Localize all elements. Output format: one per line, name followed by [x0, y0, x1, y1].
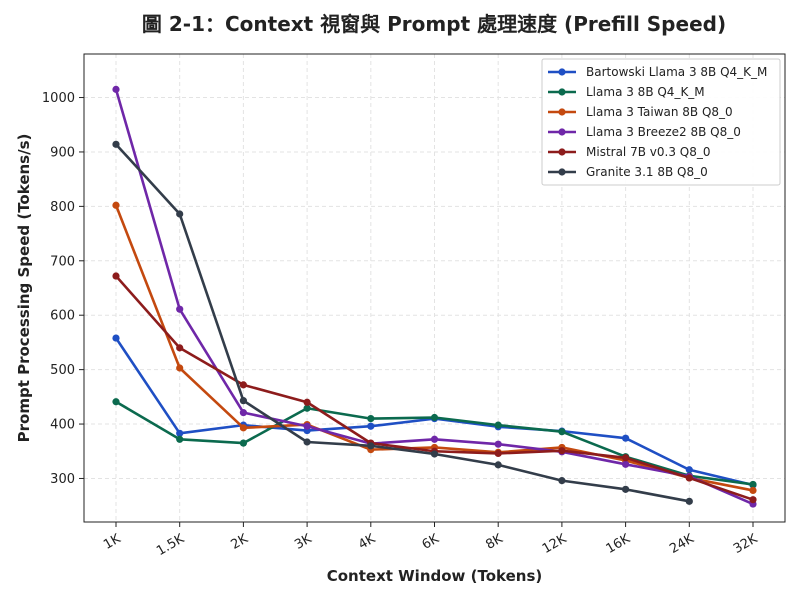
legend-swatch-marker [558, 148, 566, 156]
legend-box [541, 58, 781, 186]
data-point [494, 440, 502, 448]
legend-swatch-marker [558, 128, 566, 136]
legend-swatch-marker [558, 108, 566, 116]
data-point [239, 397, 247, 405]
data-point [239, 409, 247, 417]
series-group [112, 398, 757, 489]
data-point [112, 334, 120, 342]
x-tick-label: 3K [292, 531, 314, 553]
x-tick-label: 1.5K [154, 531, 187, 559]
data-point [430, 450, 439, 458]
y-tick-label: 900 [50, 145, 75, 160]
y-tick-label: 500 [50, 363, 75, 378]
y-tick-label: 800 [50, 200, 75, 215]
data-point [685, 497, 693, 505]
data-point [239, 424, 247, 432]
series-group [112, 140, 693, 505]
x-tick-label: 1K [101, 531, 123, 553]
y-axis-label: Prompt Processing Speed (Tokens/s) [15, 134, 33, 443]
legend-label: Llama 3 Breeze2 8B Q8_0 [586, 125, 741, 139]
data-point [749, 496, 757, 504]
data-point [685, 474, 693, 482]
data-point [112, 201, 120, 209]
legend: Bartowski Llama 3 8B Q4_K_M Llama 3 8B Q4… [541, 58, 781, 186]
data-point [622, 485, 630, 493]
data-point [303, 398, 311, 406]
legend-label: Bartowski Llama 3 8B Q4_K_M [586, 65, 767, 79]
data-point [176, 210, 184, 218]
x-tick-label: 6K [420, 531, 442, 553]
data-point [367, 422, 375, 430]
y-tick-label: 600 [50, 309, 75, 324]
data-point [558, 477, 566, 485]
data-point [749, 486, 757, 495]
legend-swatch-marker [558, 68, 566, 76]
data-point [558, 447, 566, 455]
series-line [115, 143, 690, 503]
data-point [239, 381, 247, 389]
x-axis-label: Context Window (Tokens) [327, 567, 543, 585]
legend-label: Llama 3 8B Q4_K_M [586, 85, 705, 99]
x-tick-label: 12K [540, 531, 570, 557]
data-point [176, 305, 184, 313]
y-tick-label: 400 [50, 418, 75, 433]
data-point [176, 429, 184, 437]
x-tick-label: 24K [667, 531, 697, 557]
data-point [430, 435, 439, 443]
data-point [112, 398, 120, 406]
data-point [303, 404, 311, 412]
data-point [558, 428, 566, 436]
data-point [622, 434, 630, 442]
data-point [494, 461, 502, 469]
legend-label: Mistral 7B v0.3 Q8_0 [586, 145, 710, 159]
y-tick-label: 700 [50, 254, 75, 269]
y-tick-label: 300 [50, 472, 75, 487]
data-point [303, 438, 311, 446]
data-point [176, 364, 184, 372]
data-point [622, 460, 630, 468]
data-point [367, 415, 375, 423]
data-point [494, 421, 502, 429]
x-tick-label: 8K [483, 531, 505, 553]
data-point [303, 422, 311, 430]
data-point [749, 480, 757, 489]
x-tick-label: 2K [229, 531, 251, 553]
grid-lines [84, 54, 785, 522]
data-point [112, 140, 120, 148]
data-point [239, 439, 247, 447]
legend-swatch-marker [558, 168, 566, 176]
x-tick-label: 16K [604, 531, 634, 557]
x-tick-label: 32K [731, 531, 761, 557]
y-tick-label: 1000 [42, 91, 75, 106]
legend-swatch-marker [558, 88, 566, 96]
legend-label: Llama 3 Taiwan 8B Q8_0 [586, 105, 733, 119]
data-point [494, 449, 502, 458]
data-point [367, 442, 375, 450]
data-point [430, 413, 439, 422]
data-point [176, 435, 184, 443]
data-point [176, 344, 184, 352]
data-point [112, 272, 120, 280]
x-tick-label: 4K [356, 531, 378, 553]
data-point [622, 454, 630, 462]
data-point [685, 466, 693, 474]
series-layer [112, 85, 757, 508]
legend-label: Granite 3.1 8B Q8_0 [586, 165, 708, 179]
chart-title: 圖 2-1：Context 視窗與 Prompt 處理速度 (Prefill S… [141, 12, 727, 36]
data-point [112, 85, 120, 93]
